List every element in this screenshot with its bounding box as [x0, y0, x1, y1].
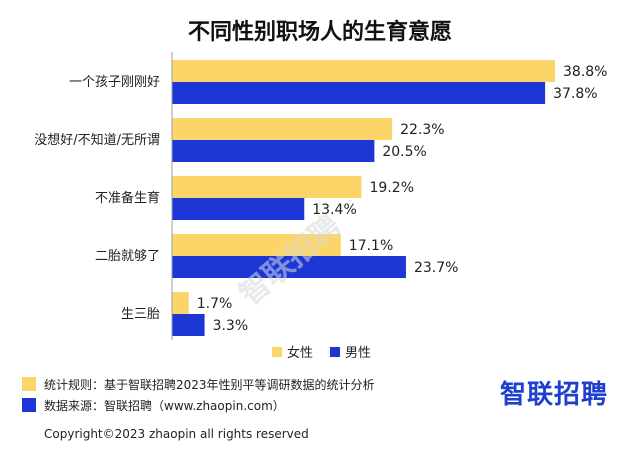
bar-male — [172, 256, 406, 278]
bar-male — [172, 314, 205, 336]
data-label: 1.7% — [197, 296, 233, 312]
footer-data-source: 数据来源：智联招聘（www.zhaopin.com） — [44, 399, 285, 413]
category-label: 一个孩子刚刚好 — [69, 75, 160, 90]
category-label: 二胎就够了 — [95, 249, 160, 264]
bar-female — [172, 292, 189, 314]
bar-female — [172, 60, 555, 82]
footer-stat-rule-marker — [22, 377, 36, 391]
category-label: 不准备生育 — [95, 190, 160, 206]
legend-label: 男性 — [345, 346, 371, 361]
bar-female — [172, 176, 362, 198]
data-label: 13.4% — [312, 202, 356, 218]
copyright-text: Copyright©2023 zhaopin all rights reserv… — [44, 427, 309, 441]
footer-stat-rule: 统计规则：基于智联招聘2023年性别平等调研数据的统计分析 — [44, 378, 375, 392]
data-label: 3.3% — [213, 318, 249, 334]
data-label: 38.8% — [563, 64, 607, 80]
category-label: 生三胎 — [121, 307, 160, 322]
data-label: 23.7% — [414, 260, 458, 276]
bar-female — [172, 118, 393, 140]
data-label: 22.3% — [400, 122, 444, 138]
data-label: 17.1% — [349, 238, 393, 254]
data-label: 19.2% — [370, 180, 414, 196]
chart-title: 不同性别职场人的生育意愿 — [187, 20, 452, 45]
legend-swatch — [330, 347, 340, 357]
footer-data-source-marker — [22, 398, 36, 412]
data-label: 20.5% — [382, 144, 426, 160]
legend-label: 女性 — [287, 345, 313, 361]
bar-male — [172, 198, 305, 220]
bar-male — [172, 140, 375, 162]
category-label: 没想好/不知道/无所谓 — [34, 132, 160, 148]
legend-swatch — [272, 347, 282, 357]
bar-female — [172, 234, 341, 256]
bar-male — [172, 82, 546, 104]
brand-logo: 智联招聘 — [499, 380, 608, 410]
data-label: 37.8% — [553, 86, 597, 102]
